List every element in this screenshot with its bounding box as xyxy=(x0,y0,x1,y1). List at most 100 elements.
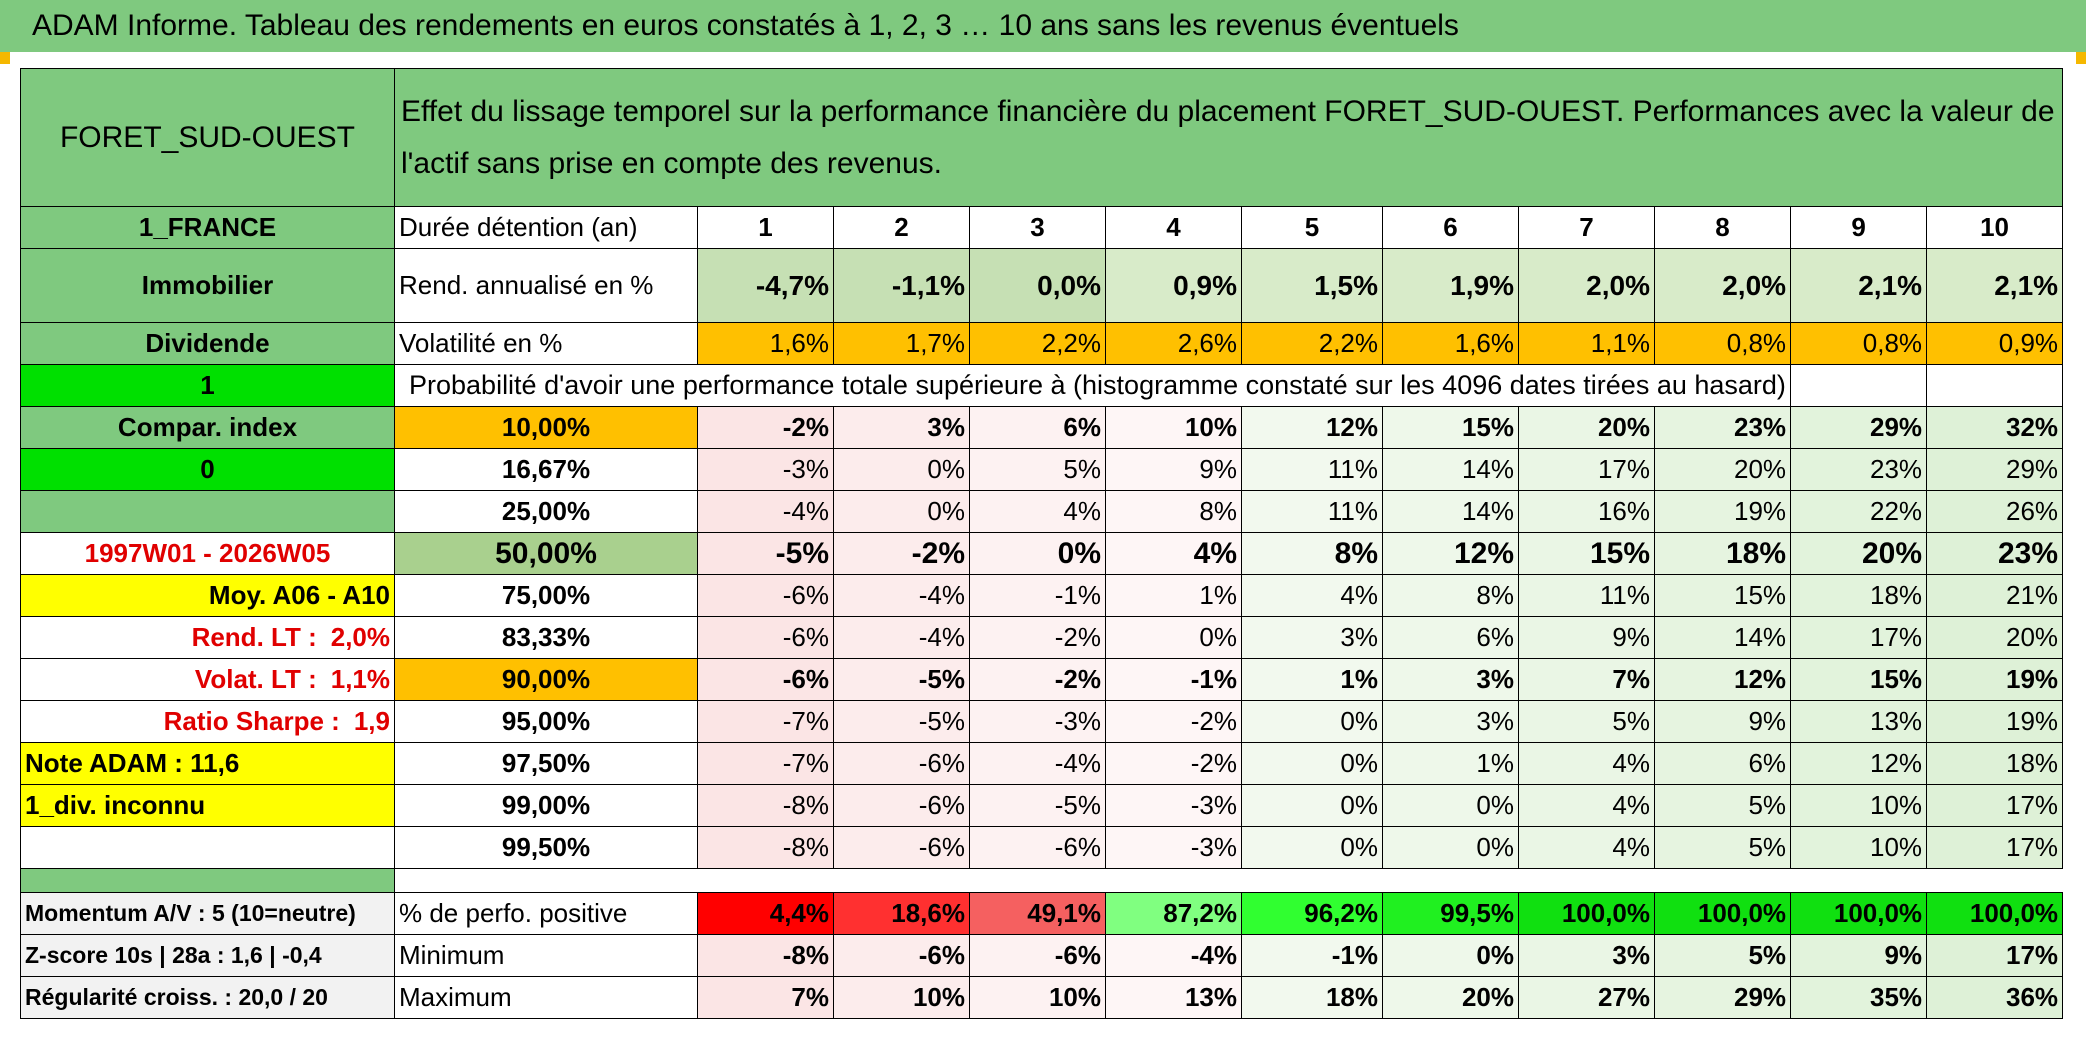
quantile-value: -4% xyxy=(833,616,970,659)
max-value: 36% xyxy=(1926,976,2064,1019)
compar-index-label: Compar. index xyxy=(20,406,395,449)
perf-pos-label: % de perfo. positive xyxy=(394,892,698,935)
quantile-value: 20% xyxy=(1518,406,1655,449)
min-value: -6% xyxy=(833,934,970,977)
sharpe-ratio: Ratio Sharpe : 1,9 xyxy=(20,700,395,743)
year-header: 4 xyxy=(1105,206,1242,249)
quantile-value: -8% xyxy=(697,784,834,827)
volat-lt-label: Volat. LT : xyxy=(194,664,317,694)
year-header: 1 xyxy=(697,206,834,249)
quantile-value: -6% xyxy=(697,616,834,659)
year-header: 2 xyxy=(833,206,970,249)
quantile-value: -2% xyxy=(969,658,1106,701)
rend-value: 2,0% xyxy=(1653,248,1792,323)
quantile-value: 10% xyxy=(1790,784,1928,827)
volat-value: 2,2% xyxy=(1241,322,1383,365)
min-value: -8% xyxy=(697,934,834,977)
quantile-value: -4% xyxy=(833,574,970,617)
gap-green-cell xyxy=(20,868,395,893)
volat-value: 0,9% xyxy=(1926,322,2064,365)
perf-pos-value: 96,2% xyxy=(1241,892,1383,935)
quantile-value: -2% xyxy=(1105,700,1242,743)
quantile-value: 15% xyxy=(1518,532,1655,575)
quantile-value: 17% xyxy=(1926,784,2064,827)
quantile-value: 4% xyxy=(1241,574,1383,617)
quantile-value: 1% xyxy=(1241,658,1383,701)
year-header: 8 xyxy=(1653,206,1792,249)
volat-value: 1,6% xyxy=(1382,322,1519,365)
quantile-value: 15% xyxy=(1790,658,1928,701)
quantile-value: 17% xyxy=(1518,448,1655,491)
country-label: 1_FRANCE xyxy=(20,206,395,249)
quantile-value: -6% xyxy=(833,826,970,869)
category-label: Immobilier xyxy=(20,248,395,323)
quantile-value: 9% xyxy=(1105,448,1242,491)
quantile-value: 9% xyxy=(1653,700,1792,743)
quantile-value: 5% xyxy=(969,448,1106,491)
note-adam: Note ADAM : 11,6 xyxy=(20,742,395,785)
quantile-value: -2% xyxy=(969,616,1106,659)
volat-value: 2,2% xyxy=(969,322,1106,365)
year-header: 5 xyxy=(1241,206,1383,249)
volat-value: 0,8% xyxy=(1653,322,1792,365)
quantile-label: 99,50% xyxy=(394,826,698,869)
regularite-label: Régularité croiss. : 20,0 / 20 xyxy=(20,976,395,1019)
perf-pos-value: 18,6% xyxy=(833,892,970,935)
min-value: 9% xyxy=(1790,934,1928,977)
quantile-value: 0% xyxy=(969,532,1106,575)
quantile-label: 99,00% xyxy=(394,784,698,827)
quantile-value: 5% xyxy=(1518,700,1655,743)
quantile-value: 18% xyxy=(1926,742,2064,785)
quantile-value: 23% xyxy=(1926,532,2064,575)
max-value: 7% xyxy=(697,976,834,1019)
perf-pos-value: 100,0% xyxy=(1790,892,1928,935)
max-value: 29% xyxy=(1653,976,1792,1019)
max-value: 27% xyxy=(1518,976,1655,1019)
quantile-value: 10% xyxy=(1790,826,1928,869)
quantile-value: 0% xyxy=(833,448,970,491)
year-header: 10 xyxy=(1926,206,2064,249)
table-description: Effet du lissage temporel sur la perform… xyxy=(393,68,2064,207)
volat-value: 1,6% xyxy=(697,322,834,365)
quantile-value: 12% xyxy=(1241,406,1383,449)
quantile-value: 0% xyxy=(1241,700,1383,743)
min-value: -4% xyxy=(1105,934,1242,977)
quantile-value: -2% xyxy=(833,532,970,575)
rend-value: 2,1% xyxy=(1926,248,2064,323)
rend-value: 2,1% xyxy=(1790,248,1928,323)
quantile-value: -2% xyxy=(697,406,834,449)
quantile-value: 20% xyxy=(1790,532,1928,575)
rend-value: 2,0% xyxy=(1518,248,1655,323)
quantile-value: 12% xyxy=(1653,658,1792,701)
corner-marker-left xyxy=(0,52,10,64)
rend-value: -4,7% xyxy=(697,248,834,323)
volat-value: 1,1% xyxy=(1518,322,1655,365)
quantile-value: 4% xyxy=(1518,784,1655,827)
report-title: ADAM Informe. Tableau des rendements en … xyxy=(0,0,2086,52)
flag-one-cell[interactable]: 1 xyxy=(20,364,395,407)
quantile-value: 5% xyxy=(1653,784,1792,827)
rend-value: 0,9% xyxy=(1105,248,1242,323)
sharpe-ratio-label: Ratio Sharpe : xyxy=(163,706,340,736)
perf-pos-value: 100,0% xyxy=(1926,892,2064,935)
quantile-value: 14% xyxy=(1653,616,1792,659)
quantile-value: 4% xyxy=(969,490,1106,533)
quantile-value: -6% xyxy=(833,742,970,785)
perf-pos-value: 4,4% xyxy=(697,892,834,935)
min-value: 5% xyxy=(1653,934,1792,977)
empty-green-cell xyxy=(20,490,395,533)
quantile-value: -7% xyxy=(697,742,834,785)
flag-zero-cell[interactable]: 0 xyxy=(20,448,395,491)
gap-row xyxy=(395,869,2063,893)
quantile-value: 3% xyxy=(833,406,970,449)
duree-label: Durée détention (an) xyxy=(394,206,698,249)
quantile-value: 18% xyxy=(1790,574,1928,617)
quantile-value: 4% xyxy=(1518,742,1655,785)
quantile-value: -3% xyxy=(1105,784,1242,827)
quantile-label: 90,00% xyxy=(394,658,698,701)
quantile-value: 11% xyxy=(1518,574,1655,617)
zscore-label: Z-score 10s | 28a : 1,6 | -0,4 xyxy=(20,934,395,977)
rend-value: 0,0% xyxy=(969,248,1106,323)
rend-value: 1,5% xyxy=(1241,248,1383,323)
volat-lt-value: 1,1% xyxy=(330,664,390,694)
